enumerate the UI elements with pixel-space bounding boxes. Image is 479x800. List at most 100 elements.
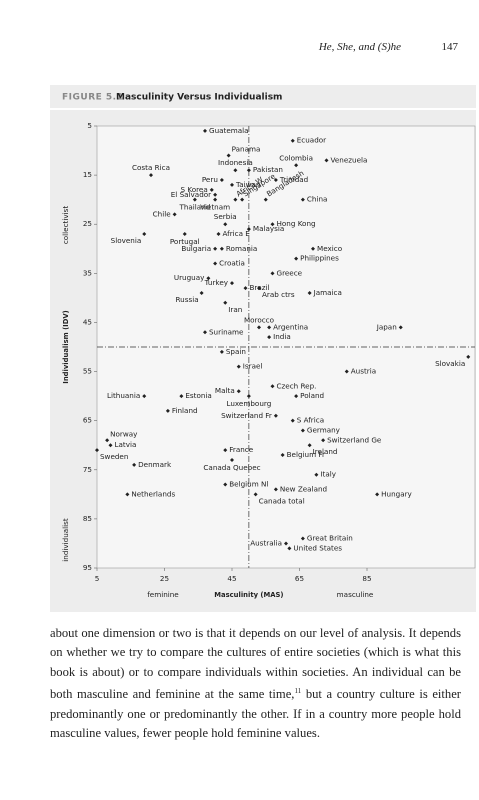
- data-point: [324, 158, 329, 163]
- data-point: [105, 438, 110, 443]
- data-point: [307, 290, 312, 295]
- data-point: [280, 453, 285, 458]
- data-point: [240, 197, 245, 202]
- point-label: Australia: [250, 538, 282, 547]
- x-tick-label: 65: [295, 574, 304, 583]
- x-tick-label: 85: [362, 574, 371, 583]
- x-annotation: masculine: [337, 590, 374, 599]
- point-label: Taiwan: [235, 180, 260, 189]
- point-label: Switzerland Ge: [327, 435, 382, 444]
- point-label: Thailand: [178, 203, 210, 212]
- data-point: [108, 443, 113, 448]
- data-point: [226, 153, 231, 158]
- data-point: [165, 408, 170, 413]
- x-axis-label: Masculinity (MAS): [214, 591, 283, 599]
- data-point: [216, 232, 221, 237]
- data-point: [246, 168, 251, 173]
- point-label: Argentina: [273, 322, 308, 331]
- body-text: about one dimension or two is that it de…: [50, 624, 461, 744]
- point-label: Austria: [351, 367, 376, 376]
- point-label: Norway: [110, 429, 138, 438]
- point-label: Portugal: [170, 237, 200, 246]
- data-point: [300, 536, 305, 541]
- data-point: [398, 325, 403, 330]
- point-label: Indonesia: [218, 158, 253, 167]
- y-tick-label: 85: [83, 514, 92, 523]
- data-point: [132, 462, 137, 467]
- point-label: Sweden: [100, 452, 128, 461]
- data-point: [206, 276, 211, 281]
- point-label: Croatia: [219, 259, 245, 268]
- point-label: Russia: [176, 295, 199, 304]
- paragraph: about one dimension or two is that it de…: [50, 626, 461, 702]
- point-label: Iran: [228, 305, 242, 314]
- point-label: United States: [293, 543, 342, 552]
- x-annotation: feminine: [147, 590, 179, 599]
- y-tick-label: 75: [83, 465, 92, 474]
- data-point: [182, 232, 187, 237]
- y-tick-label: 45: [83, 317, 92, 326]
- y-tick-label: 35: [83, 268, 92, 277]
- data-point: [284, 541, 288, 546]
- data-point: [199, 290, 204, 295]
- point-label: Chile: [153, 209, 172, 218]
- point-label: Costa Rica: [132, 163, 170, 172]
- x-tick-label: 25: [160, 574, 169, 583]
- point-label: Czech Rep.: [277, 381, 317, 390]
- data-point: [300, 197, 305, 202]
- data-point: [223, 300, 228, 305]
- y-tick-label: 25: [83, 219, 92, 228]
- data-point: [142, 394, 147, 399]
- point-label: Vietnam: [200, 203, 230, 212]
- footnote-ref: 11: [294, 687, 302, 696]
- data-point: [290, 418, 295, 423]
- data-point: [213, 192, 218, 197]
- data-point: [192, 197, 197, 202]
- data-point: [179, 394, 184, 399]
- data-point: [125, 492, 130, 497]
- data-point: [213, 261, 218, 266]
- data-point: [375, 492, 380, 497]
- data-point: [253, 492, 258, 497]
- point-label: Serbia: [214, 212, 237, 221]
- point-label: S Africa: [297, 416, 324, 425]
- data-point: [203, 128, 207, 133]
- point-label: Uruguay: [174, 273, 205, 282]
- data-point: [294, 256, 299, 261]
- data-point: [290, 138, 295, 143]
- point-label: Estonia: [185, 391, 211, 400]
- data-point: [209, 187, 214, 192]
- figure: FIGURE 5.1 Masculinity Versus Individual…: [50, 85, 476, 612]
- y-annotation: collectivist: [61, 206, 70, 245]
- data-point: [233, 197, 238, 202]
- point-label: El Salvador: [171, 190, 211, 199]
- y-tick-label: 15: [83, 170, 92, 179]
- data-point: [294, 394, 299, 399]
- data-point: [263, 197, 268, 202]
- point-label: Arab ctrs: [262, 290, 295, 299]
- data-point: [273, 413, 278, 418]
- point-label: Guatemala: [209, 126, 249, 135]
- data-point: [230, 182, 234, 187]
- point-label: Netherlands: [131, 489, 175, 498]
- point-label: Malta: [215, 386, 235, 395]
- data-point: [270, 384, 275, 389]
- data-point: [270, 271, 275, 276]
- data-point: [236, 364, 241, 369]
- point-label: Lithuania: [107, 391, 140, 400]
- point-label: Spain: [226, 347, 246, 356]
- point-label: Greece: [277, 268, 303, 277]
- y-tick-label: 5: [87, 121, 92, 130]
- point-label: Trinidad: [279, 175, 308, 184]
- y-axis-label: Individualism (IDV): [62, 310, 70, 383]
- point-label: Jamaica: [313, 288, 342, 297]
- data-point: [300, 428, 305, 433]
- data-point: [273, 178, 278, 183]
- data-point: [219, 178, 224, 183]
- data-point: [213, 246, 218, 251]
- point-label: Luxembourg: [226, 399, 271, 408]
- point-label: Hungary: [381, 489, 412, 498]
- point-label: Slovenia: [111, 236, 142, 245]
- point-label: Turkey: [204, 278, 229, 287]
- data-point: [95, 448, 99, 453]
